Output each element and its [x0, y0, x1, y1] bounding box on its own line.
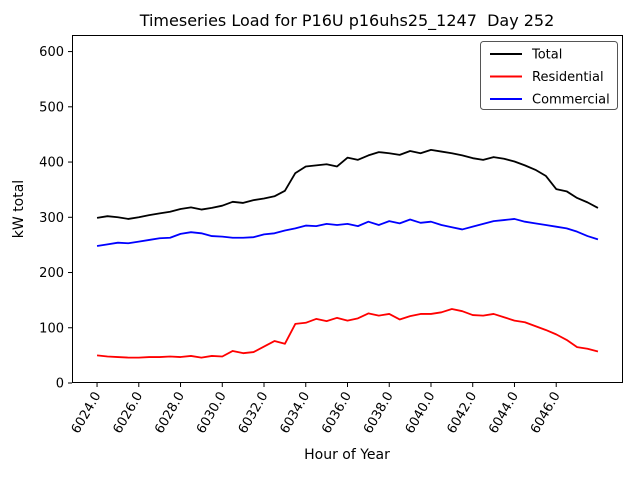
x-tick-label: 6036.0 — [319, 390, 355, 437]
x-tick-label: 6030.0 — [194, 390, 230, 437]
y-tick-label: 300 — [39, 211, 64, 226]
x-tick-label: 6038.0 — [361, 390, 397, 437]
y-tick-label: 600 — [39, 45, 64, 60]
y-tick-label: 0 — [56, 377, 64, 392]
x-tick-label: 6028.0 — [152, 390, 188, 437]
y-tick-label: 100 — [39, 321, 64, 336]
total-line — [96, 148, 599, 220]
x-tick-label: 6026.0 — [111, 390, 147, 437]
y-tick-label: 500 — [39, 100, 64, 115]
legend-label-residential: Residential — [532, 70, 604, 85]
legend-label-total: Total — [531, 48, 562, 63]
x-tick-label: 6046.0 — [528, 390, 564, 437]
y-tick-label: 200 — [39, 266, 64, 281]
y-tick-label: 400 — [39, 156, 64, 171]
x-tick-label: 6024.0 — [69, 390, 105, 437]
x-tick-label: 6044.0 — [486, 390, 522, 437]
commercial-line — [96, 218, 599, 247]
x-axis-label: Hour of Year — [304, 447, 390, 463]
residential-line — [96, 308, 599, 359]
legend-box — [480, 41, 618, 110]
x-tick-label: 6034.0 — [277, 390, 313, 437]
legend-label-commercial: Commercial — [532, 93, 610, 108]
axes-frame — [72, 35, 623, 383]
x-tick-label: 6042.0 — [444, 390, 480, 437]
x-tick-label: 6040.0 — [403, 390, 439, 437]
chart-title: Timeseries Load for P16U p16uhs25_1247 D… — [139, 11, 555, 30]
x-tick-label: 6032.0 — [236, 390, 272, 437]
